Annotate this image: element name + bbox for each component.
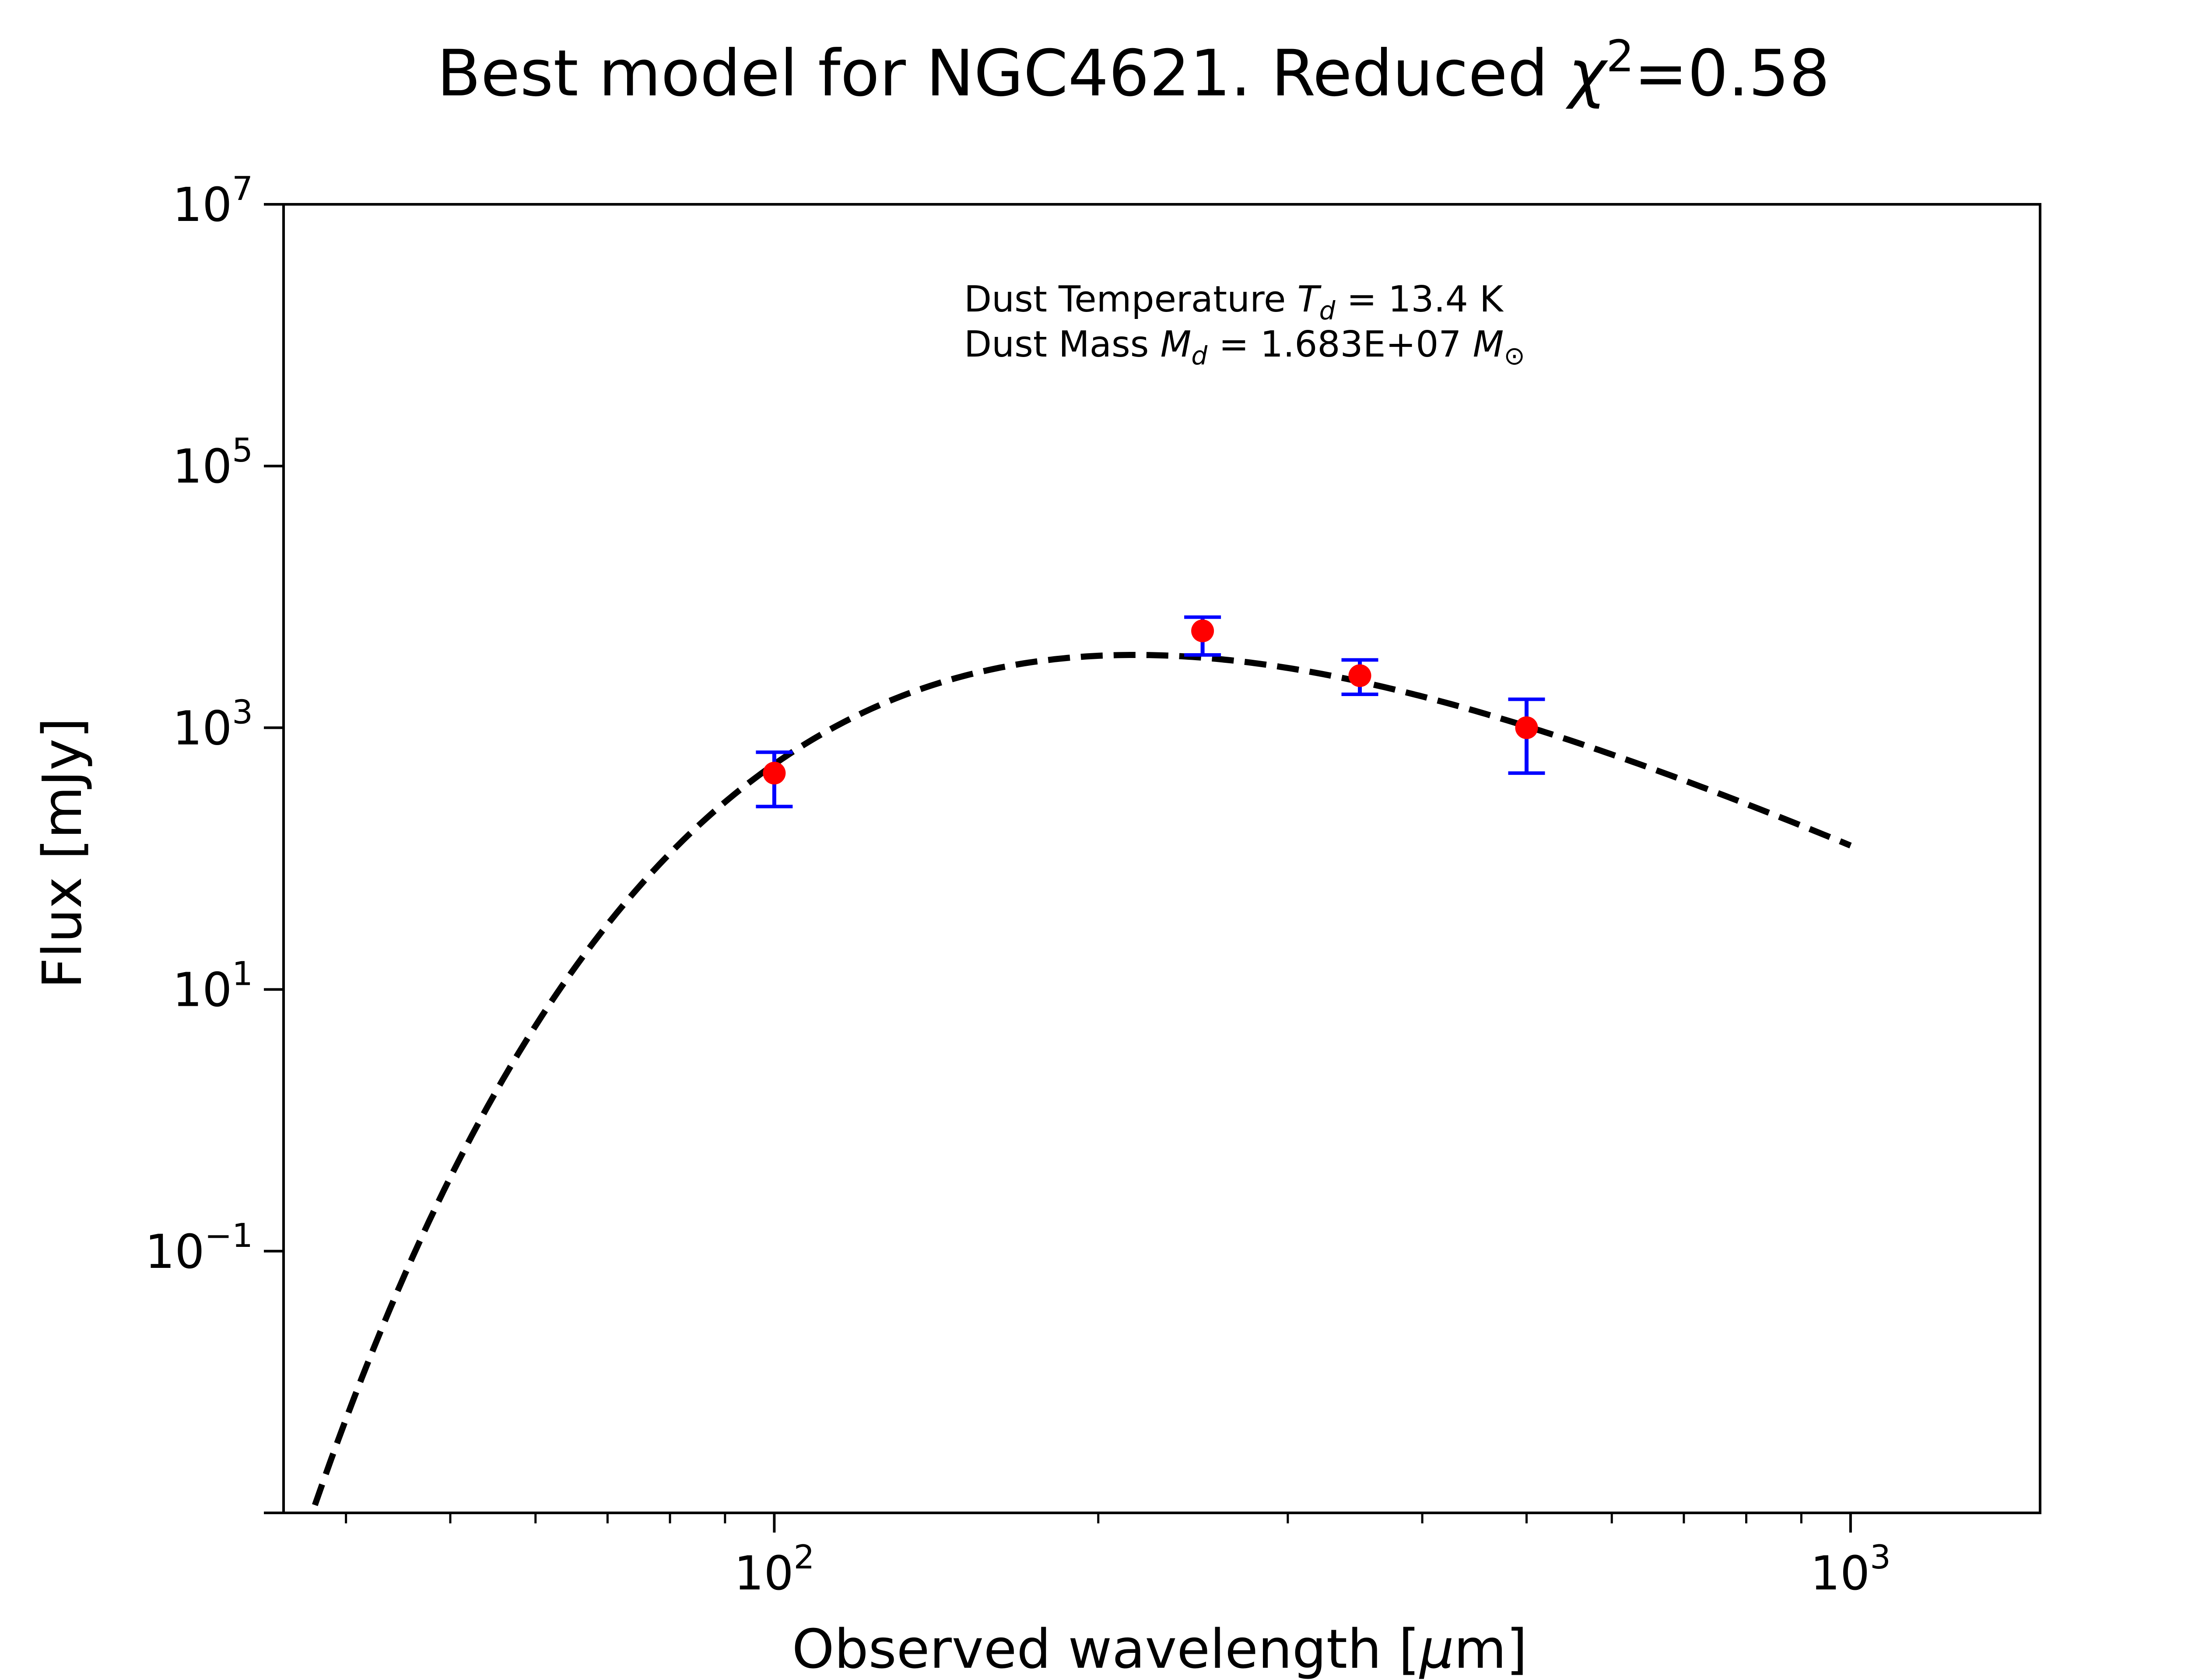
error-bars <box>756 615 1545 808</box>
y-tick-label-exp: 7 <box>232 169 253 208</box>
y-tick-label: 105 <box>172 431 253 494</box>
y-tick-label-exp: −1 <box>204 1216 253 1255</box>
annotation-mass: Dust Mass Md = 1.683E+07 M⊙ <box>964 324 1525 371</box>
y-tick-label-base: 10 <box>145 1225 204 1279</box>
x-tick-label-base: 10 <box>734 1547 793 1601</box>
y-tick-label-base: 10 <box>172 963 232 1018</box>
x-axis-label-text: Observed wavelength [ <box>792 1618 1420 1680</box>
y-axis-label: Flux [mJy] <box>32 718 94 989</box>
y-tick-label: 107 <box>172 169 253 232</box>
x-axis-label: Observed wavelength [μm] <box>792 1618 1528 1680</box>
y-tick-label-base: 10 <box>172 701 232 756</box>
chart-title: Best model for NGC4621. Reduced χ2=0.58 <box>437 31 1830 111</box>
x-tick-label-exp: 2 <box>794 1538 815 1576</box>
annotation-mass-var: M <box>1161 324 1192 365</box>
annotation-mass-value: = 1.683E+07 <box>1207 324 1473 365</box>
x-axis-label-mu: μ <box>1419 1618 1454 1680</box>
x-major-ticks: 102 103 <box>734 1513 1891 1601</box>
annotation-mass-label: Dust Mass <box>964 324 1161 365</box>
x-tick-label: 103 <box>1810 1538 1891 1601</box>
annotation-temperature-sub: d <box>1319 296 1336 326</box>
title-exponent: 2 <box>1606 31 1634 82</box>
plot-frame <box>282 203 2041 1514</box>
x-tick-label-base: 10 <box>1810 1547 1870 1601</box>
data-points <box>763 619 1538 785</box>
x-tick-label: 102 <box>734 1538 814 1601</box>
annotation-mass-sub: d <box>1191 341 1208 371</box>
title-symbol: χ <box>1565 36 1608 111</box>
data-point <box>763 762 786 785</box>
annotation-mass-unit-sub: ⊙ <box>1504 341 1525 371</box>
y-tick-label-exp: 3 <box>232 693 253 731</box>
x-tick-label-exp: 3 <box>1870 1538 1891 1576</box>
y-tick-label-base: 10 <box>172 178 232 232</box>
data-point <box>1348 664 1371 687</box>
title-prefix: Best model for NGC4621. Reduced <box>437 36 1568 111</box>
x-minor-ticks <box>345 1513 1802 1523</box>
data-point <box>1191 619 1214 642</box>
y-tick-label-exp: 1 <box>232 955 253 993</box>
x-axis-label-unit: m] <box>1454 1618 1527 1680</box>
y-tick-label-base: 10 <box>172 440 232 494</box>
annotation-temperature: Dust Temperature Td = 13.4 K <box>964 279 1504 326</box>
y-tick-label: 101 <box>172 955 253 1018</box>
annotation-temperature-value: = 13.4 K <box>1335 279 1504 320</box>
annotation-mass-unit-var: M <box>1473 324 1504 365</box>
y-tick-label: 103 <box>172 693 253 756</box>
y-tick-label-exp: 5 <box>232 431 253 469</box>
annotation-temperature-var: T <box>1297 279 1322 320</box>
y-tick-label: 10−1 <box>145 1216 253 1279</box>
annotation-temperature-label: Dust Temperature <box>964 279 1297 320</box>
model-curve <box>312 652 1852 1506</box>
title-suffix: =0.58 <box>1634 36 1830 111</box>
data-point <box>1515 716 1538 739</box>
